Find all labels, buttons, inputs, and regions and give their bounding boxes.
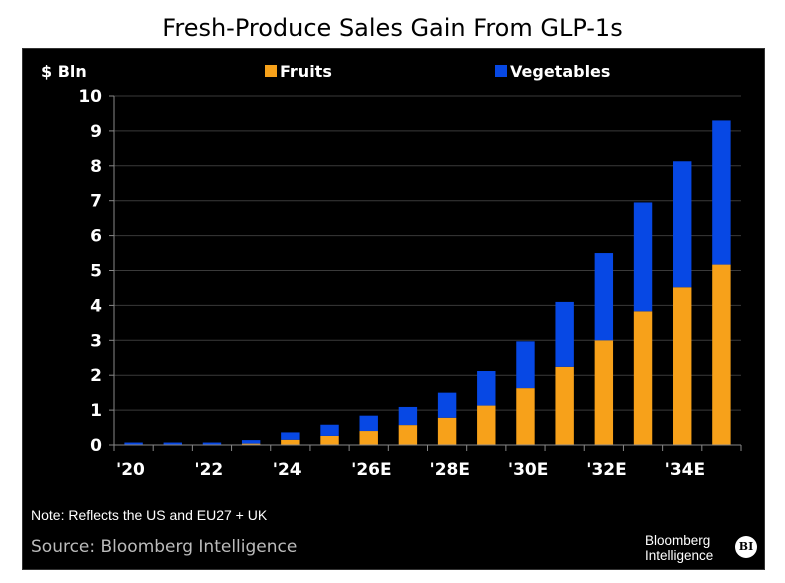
bar-fruits-34E xyxy=(673,287,692,445)
bar-vegetables-21 xyxy=(163,442,182,445)
gridlines xyxy=(114,95,741,411)
stacked-bar-chart: 0 1 2 3 4 5 6 7 8 9 10 '20 '22 '24 '26E '28E '30E '32E '3… xyxy=(41,62,742,480)
x-axis: '20 '22 '24 '26E '28E '30E '32E '34E xyxy=(113,444,742,480)
legend-item-vegetables: Vegetables xyxy=(495,62,610,81)
x-tick-label: '30E xyxy=(508,460,548,480)
source-text: Source: Bloomberg Intelligence xyxy=(31,537,298,557)
bar-fruits-32E xyxy=(594,340,614,445)
y-tick-label: 3 xyxy=(90,331,102,351)
x-tick-label: '32E xyxy=(586,460,626,480)
bar-fruits-33E xyxy=(633,311,653,445)
legend-swatch-vegetables xyxy=(495,65,507,77)
bar-fruits-28E xyxy=(437,417,457,445)
legend: Fruits Vegetables xyxy=(265,62,610,81)
bar-vegetables-32E xyxy=(594,253,614,341)
x-tick-label: '26E xyxy=(351,460,391,480)
bar-fruits-23 xyxy=(241,443,261,445)
y-tick-label: 4 xyxy=(90,296,102,316)
bar-vegetables-23 xyxy=(241,440,261,444)
chart-panel: 0 1 2 3 4 5 6 7 8 9 10 '20 '22 '24 '26E '28E '30E '32E '3… xyxy=(22,48,765,570)
x-tick-label: '28E xyxy=(430,460,470,480)
bar-vegetables-33E xyxy=(633,202,653,312)
bar-fruits-27E xyxy=(398,425,418,445)
footnote: Note: Reflects the US and EU27 + UK xyxy=(31,507,268,523)
bars xyxy=(124,120,731,445)
x-tick-label: '24 xyxy=(273,460,302,480)
bar-fruits-25 xyxy=(320,435,339,445)
y-tick-label: 8 xyxy=(90,157,102,177)
bar-fruits-26E xyxy=(359,431,378,445)
y-tick-label: 6 xyxy=(90,227,102,247)
bar-vegetables-25 xyxy=(320,424,339,436)
y-tick-label: 0 xyxy=(90,436,102,456)
bar-vegetables-20 xyxy=(124,442,143,445)
legend-item-fruits: Fruits xyxy=(265,62,332,81)
bar-vegetables-29E xyxy=(477,371,496,406)
bar-vegetables-28E xyxy=(437,392,457,418)
bar-vegetables-30E xyxy=(516,341,535,389)
y-tick-label: 7 xyxy=(90,192,102,212)
bar-fruits-29E xyxy=(477,405,496,445)
y-tick-label: 5 xyxy=(90,262,102,282)
legend-label-fruits: Fruits xyxy=(280,62,332,81)
bar-fruits-30E xyxy=(516,388,535,445)
bar-vegetables-24 xyxy=(281,432,300,440)
bar-vegetables-35E xyxy=(712,120,731,265)
bar-vegetables-26E xyxy=(359,415,378,432)
y-tick-label: 10 xyxy=(78,87,102,107)
brand-logo-text: Bloomberg Intelligence xyxy=(645,533,713,563)
y-tick-label: 9 xyxy=(90,122,102,142)
x-tick-label: '22 xyxy=(194,460,223,480)
x-tick-label: '34E xyxy=(665,460,705,480)
y-axis: 0 1 2 3 4 5 6 7 8 9 10 xyxy=(78,87,115,456)
y-axis-label: $ Bln xyxy=(41,62,87,81)
brand-line-2: Intelligence xyxy=(645,548,714,563)
x-tick-label: '20 xyxy=(116,460,145,480)
y-tick-label: 2 xyxy=(90,366,102,386)
bar-vegetables-34E xyxy=(673,161,692,288)
bar-vegetables-27E xyxy=(398,406,418,426)
brand-line-1: Bloomberg xyxy=(645,533,711,548)
bar-vegetables-31E xyxy=(555,301,574,367)
legend-swatch-fruits xyxy=(265,65,277,77)
bi-logo-icon: BI xyxy=(735,536,757,558)
bar-fruits-31E xyxy=(555,366,574,445)
bar-fruits-35E xyxy=(712,264,731,445)
bar-fruits-24 xyxy=(281,439,300,445)
chart-title: Fresh-Produce Sales Gain From GLP-1s xyxy=(162,14,623,42)
legend-label-vegetables: Vegetables xyxy=(510,62,610,81)
y-tick-label: 1 xyxy=(90,401,102,421)
bar-vegetables-22 xyxy=(202,442,222,445)
